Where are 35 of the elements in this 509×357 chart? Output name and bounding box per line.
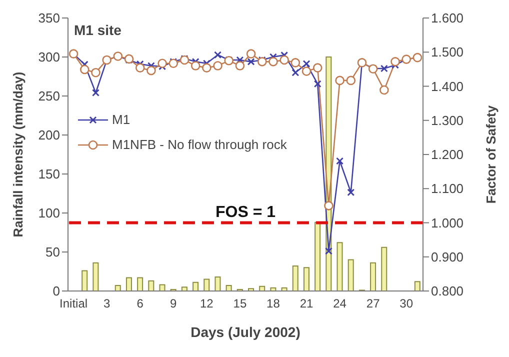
x-tick-label: 24 [333,296,347,311]
y-axis-title: Rainfall intensity (mm/day) [10,72,26,238]
y-tick-label: 300 [38,50,60,65]
x-tick-label: Initial [60,296,88,311]
x-tick-label: 3 [103,296,110,311]
ref-line-label: FOS = 1 [215,204,276,221]
x-axis-title: Days (July 2002) [190,324,300,340]
x-tick-label: 30 [400,296,414,311]
y-tick-label: 100 [38,206,60,221]
y2-tick-label: 1.400 [431,78,464,94]
y2-axis-title: Factor of Safety [484,104,499,204]
y2-tick-label: 1.000 [431,215,464,230]
y2-tick-label: 0.800 [431,284,464,299]
y-tick-label: 150 [38,166,60,182]
x-tick-label: 21 [300,296,314,311]
x-tick-label: 6 [136,296,144,311]
y-tick-label: 0 [52,284,60,299]
x-tick-label: 15 [233,296,247,311]
y2-tick-label: 1.500 [431,44,464,60]
y-tick-label: 50 [46,244,60,260]
legend-label: M1 [112,112,130,127]
legend-label: M1NFB - No flow through rock [112,137,287,152]
y-tick-label: 200 [38,128,60,143]
y2-tick-label: 1.600 [431,10,464,26]
y2-tick-label: 1.300 [431,112,464,128]
y2-tick-label: 1.200 [431,147,464,162]
y-tick-label: 350 [38,10,60,26]
chart-title: M1 site [74,22,122,38]
y-tick-label: 250 [38,88,60,104]
x-tick-label: 12 [200,296,214,311]
y2-tick-label: 0.900 [431,249,464,264]
x-tick-label: 9 [170,296,178,311]
y2-tick-label: 1.100 [431,181,464,196]
x-tick-label: 18 [266,296,280,311]
x-tick-label: 27 [366,296,380,311]
